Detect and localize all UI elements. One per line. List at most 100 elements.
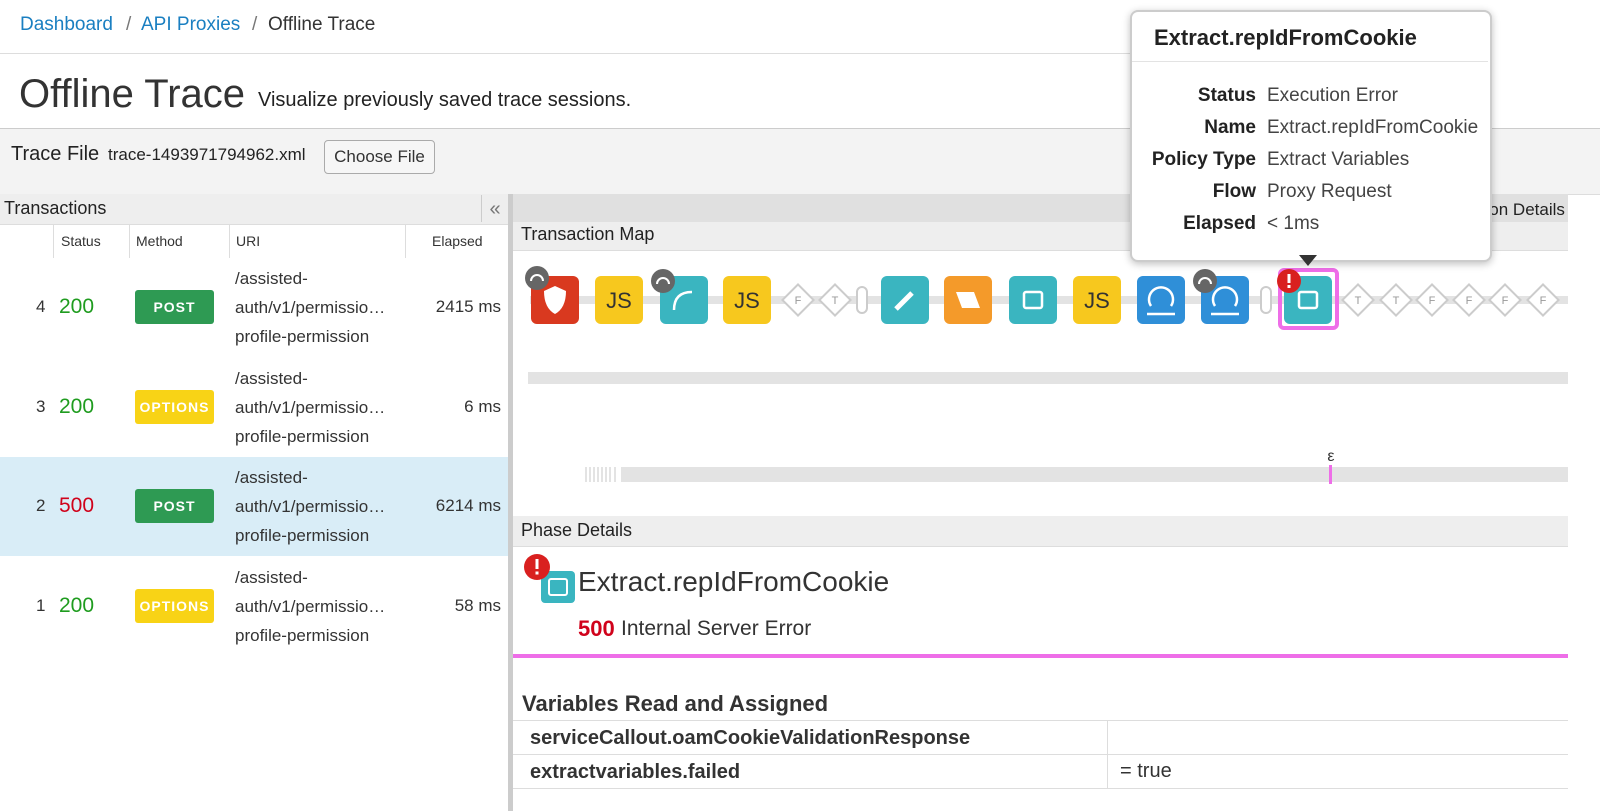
retry-glyph <box>530 274 544 282</box>
row-index: 1 <box>36 595 46 615</box>
tooltip-value: < 1ms <box>1267 213 1320 234</box>
badge <box>651 269 675 293</box>
transaction-row[interactable] <box>0 457 508 556</box>
transaction-map: JS JS F T JS T T F F F Fε <box>525 266 1568 484</box>
transactions-header <box>0 194 508 225</box>
badge <box>1193 269 1217 293</box>
page-subtitle: Visualize previously saved trace session… <box>258 89 632 111</box>
retry-glyph <box>656 277 670 285</box>
policy-glyph <box>1211 286 1239 316</box>
row-uri: profile-permission <box>235 526 370 545</box>
method-badge: OPTIONS <box>135 588 214 623</box>
variables-title: Variables Read and Assigned <box>522 691 829 716</box>
transactions-title: Transactions <box>4 198 107 218</box>
map-title: Transaction Map <box>521 224 655 244</box>
tooltip-arrow <box>1299 255 1317 266</box>
arrow-shape <box>1299 255 1317 266</box>
breadcrumb-separator: / <box>252 14 258 35</box>
timeline-highlight <box>1329 465 1332 484</box>
flow-condition-label: F <box>1466 295 1473 307</box>
tooltip-value: Extract.repIdFromCookie <box>1267 117 1479 138</box>
column-border <box>53 225 54 258</box>
phase-status-text: Internal Server Error <box>621 617 812 640</box>
flow-condition-label: F <box>795 295 802 307</box>
policy-icon-label: JS <box>1084 288 1110 313</box>
timeline-bar <box>528 372 1568 384</box>
policy-icon[interactable] <box>595 276 643 324</box>
flow-condition[interactable] <box>818 283 852 317</box>
tooltip-label: Status <box>1197 85 1256 106</box>
timeline-tick <box>585 467 587 482</box>
tooltip-label: Elapsed <box>1183 213 1256 234</box>
policy-glyph <box>672 290 693 311</box>
tooltip-value: Proxy Request <box>1267 181 1392 202</box>
method-badge: POST <box>135 489 214 523</box>
breadcrumb-link[interactable]: Dashboard <box>20 14 113 35</box>
phase-policy: Extract.repIdFromCookie <box>578 566 890 597</box>
policy-glyph <box>956 292 980 308</box>
method-badge: OPTIONS <box>135 389 214 424</box>
flow-condition-label: T <box>1393 295 1400 307</box>
flow-condition[interactable] <box>1379 283 1413 317</box>
tooltip-label: Policy Type <box>1151 149 1256 170</box>
row-uri: /assisted- <box>235 468 308 487</box>
policy-icon[interactable] <box>1137 276 1185 324</box>
policy-glyph <box>1147 286 1175 316</box>
policy-icon[interactable] <box>1073 276 1121 324</box>
variable-divider <box>1107 720 1108 755</box>
transaction-row[interactable] <box>0 556 508 656</box>
row-index: 3 <box>36 396 46 416</box>
row-uri: profile-permission <box>235 426 370 446</box>
timeline-tick <box>609 467 611 482</box>
variable-row <box>513 720 1568 755</box>
tooltip-divider <box>1132 61 1488 62</box>
row-status: 200 <box>59 295 95 318</box>
row-elapsed: 58 ms <box>454 595 501 615</box>
row-uri: profile-permission <box>235 327 370 346</box>
policy-icon[interactable] <box>723 276 771 324</box>
flow-condition[interactable] <box>1452 283 1486 317</box>
flow-condition[interactable] <box>1488 283 1522 317</box>
row-elapsed: 6214 ms <box>435 496 501 515</box>
timeline-track <box>621 467 1568 482</box>
retry-glyph <box>1198 277 1212 285</box>
breadcrumb-link[interactable]: API Proxies <box>141 14 241 35</box>
row-elapsed: 6 ms <box>464 396 501 416</box>
breadcrumb-separator: / <box>126 14 132 35</box>
policy-glyph <box>894 291 914 311</box>
transaction-row[interactable] <box>0 357 508 457</box>
timeline-marker: ε <box>1327 448 1334 465</box>
variable-divider <box>1107 754 1108 789</box>
flow-condition-label: F <box>1429 295 1436 307</box>
policy-glyph <box>1022 290 1044 310</box>
error-glyph <box>535 559 539 569</box>
flow-condition[interactable] <box>1415 283 1449 317</box>
flow-condition[interactable] <box>1526 283 1560 317</box>
flow-marker <box>856 286 868 314</box>
row-uri: auth/v1/permissio… <box>235 298 386 317</box>
timeline-tick <box>597 467 599 482</box>
error-glyph <box>1287 285 1291 288</box>
flow-condition[interactable] <box>1341 283 1375 317</box>
flow-condition-label: T <box>1355 295 1362 307</box>
variable-name: extractvariables.failed <box>530 761 741 783</box>
policy-icon[interactable] <box>1009 276 1057 324</box>
splitter[interactable] <box>508 194 513 811</box>
row-index: 2 <box>36 496 46 515</box>
flow-condition[interactable] <box>781 283 815 317</box>
tooltip-value: Extract Variables <box>1267 149 1410 170</box>
breadcrumb-current: Offline Trace <box>268 14 376 35</box>
trace-file-name: trace-1493971794962.xml <box>108 145 306 164</box>
choose-file-button[interactable]: Choose File <box>324 140 435 174</box>
transaction-row[interactable] <box>0 258 508 357</box>
column-border <box>405 225 406 258</box>
timeline-tick <box>614 467 616 482</box>
flow-condition-label: F <box>1540 295 1547 307</box>
timeline-tick <box>605 467 607 482</box>
error-glyph <box>1287 274 1291 283</box>
collapse-button[interactable]: « <box>481 195 508 222</box>
timeline-tick <box>601 467 603 482</box>
row-status: 200 <box>59 593 95 617</box>
selected-frame <box>1278 268 1339 330</box>
